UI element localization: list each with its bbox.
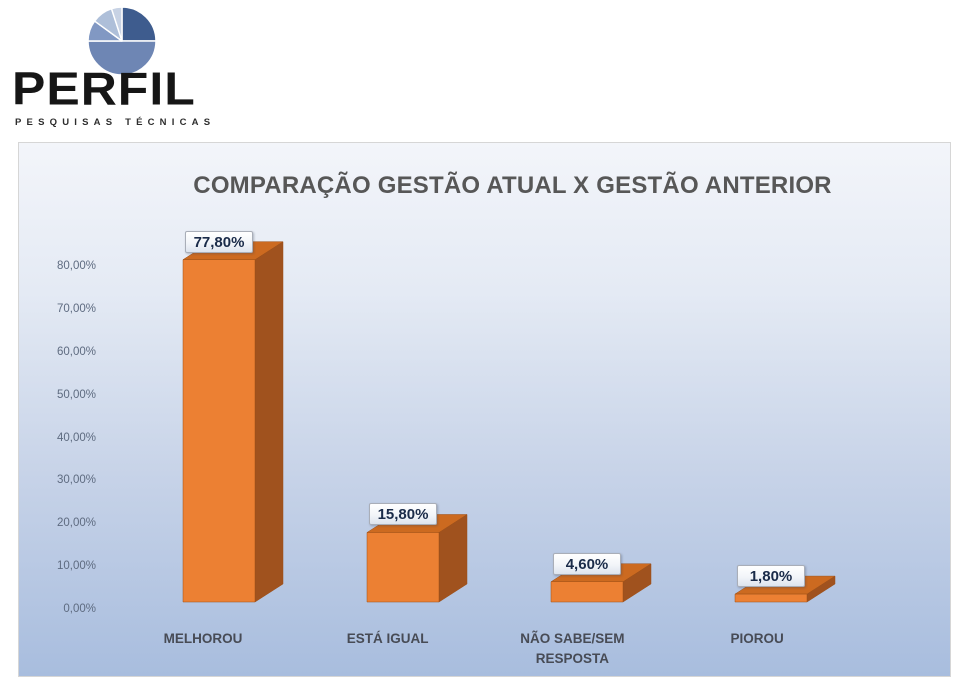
bar-front-face — [366, 532, 440, 603]
pie-chart-icon — [87, 6, 157, 76]
y-tick-label: 50,00% — [56, 388, 96, 401]
bar-front-face — [734, 593, 808, 603]
pie-slice-dark — [121, 6, 157, 42]
brand-tagline: PESQUISAS TÉCNICAS — [15, 117, 216, 128]
pie-slice-palest — [110, 6, 123, 42]
pie-slice-bottom — [87, 40, 157, 76]
x-category-label: NÃO SABE/SEM RESPOSTA — [520, 631, 625, 666]
bar-front-face — [550, 581, 624, 603]
y-tick-label: 20,00% — [56, 517, 96, 530]
y-tick-label: 10,00% — [56, 560, 96, 573]
bar-data-label: 4,60% — [553, 552, 621, 575]
y-tick-label: 70,00% — [56, 302, 96, 315]
bar-data-label: 77,80% — [185, 230, 253, 253]
perfil-logo: PERFIL PESQUISAS TÉCNICAS — [10, 0, 270, 140]
bar-data-label: 15,80% — [369, 503, 437, 526]
bar-side-face — [254, 241, 284, 603]
x-category-label: PIOROU — [730, 631, 784, 646]
y-tick-label: 0,00% — [63, 603, 96, 615]
y-tick-label: 60,00% — [56, 345, 96, 358]
x-category-label: MELHOROU — [163, 631, 243, 646]
brand-wordmark: PERFIL — [12, 62, 196, 115]
bar-column-1 — [366, 514, 468, 603]
x-category-label: ESTÁ IGUAL — [346, 631, 429, 646]
chart-title: COMPARAÇÃO GESTÃO ATUAL X GESTÃO ANTERIO… — [193, 172, 832, 199]
bar-column-0 — [182, 241, 284, 603]
bar-data-label: 1,80% — [737, 565, 805, 588]
y-tick-label: 80,00% — [56, 260, 96, 272]
chart-container: COMPARAÇÃO GESTÃO ATUAL X GESTÃO ANTERIO… — [18, 142, 951, 677]
bar-front-face — [182, 259, 256, 603]
y-tick-label: 40,00% — [56, 431, 96, 444]
y-tick-label: 30,00% — [56, 474, 96, 487]
bar-plot-area — [182, 241, 836, 603]
